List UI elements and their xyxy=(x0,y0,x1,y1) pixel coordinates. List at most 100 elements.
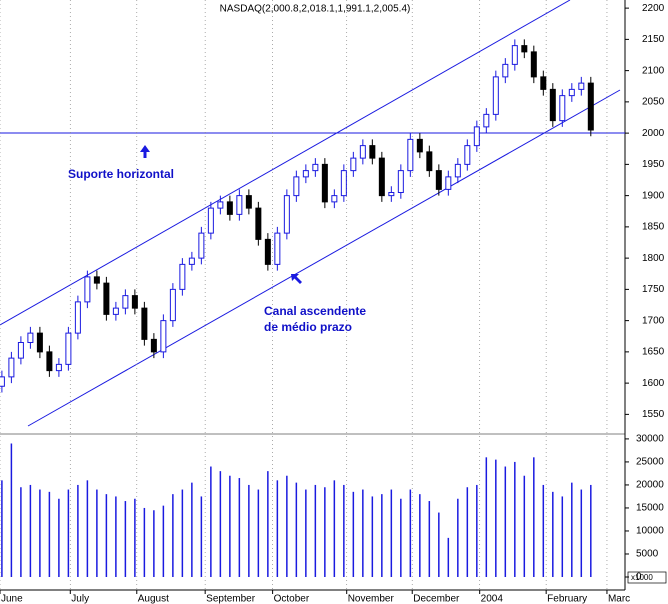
candle-body xyxy=(407,138,414,172)
candle-body xyxy=(388,192,395,197)
y-tick-label: 2150 xyxy=(642,34,665,45)
y-tick-label: 20000 xyxy=(636,480,664,491)
y-tick-label: 1900 xyxy=(642,190,665,201)
candle-body xyxy=(150,338,157,353)
candle-body xyxy=(112,307,119,315)
candle-body xyxy=(27,332,34,343)
y-tick-label: 5000 xyxy=(636,549,659,560)
candle-body xyxy=(359,145,366,159)
x-tick-label: September xyxy=(206,594,256,604)
candle-body xyxy=(65,332,72,365)
candle-body xyxy=(397,170,404,193)
candle-body xyxy=(454,163,461,178)
candle-body xyxy=(350,157,357,172)
candle-body xyxy=(0,376,5,387)
candle-body xyxy=(549,88,556,122)
candle-body xyxy=(169,288,176,322)
candle-body xyxy=(283,195,290,234)
x-tick-label: June xyxy=(1,594,23,604)
candle-body xyxy=(502,63,509,78)
candle-body xyxy=(207,207,214,234)
candle-body xyxy=(293,176,300,197)
arrow-diag xyxy=(291,274,302,284)
candle-body xyxy=(74,301,81,334)
candle-body xyxy=(416,138,423,153)
candle-body xyxy=(131,295,138,309)
y-tick-label: 2050 xyxy=(642,97,665,108)
candle-body xyxy=(93,276,100,284)
candle-body xyxy=(511,45,518,65)
y-tick-label: 15000 xyxy=(636,503,664,514)
y-tick-label: 30000 xyxy=(636,434,664,445)
candle-body xyxy=(236,195,243,215)
y-tick-label: 1550 xyxy=(642,409,665,420)
candle-body xyxy=(36,332,43,353)
y-tick-label: 1700 xyxy=(642,315,665,326)
y-tick-label: 1850 xyxy=(642,222,665,233)
candle-body xyxy=(141,307,148,340)
candle-body xyxy=(321,163,328,203)
candle-body xyxy=(473,126,480,147)
y-tick-label: 10000 xyxy=(636,526,664,537)
y-tick-label: 1600 xyxy=(642,378,665,389)
x-tick-label: August xyxy=(138,594,169,604)
candle-body xyxy=(264,238,271,265)
y-tick-label: 1800 xyxy=(642,253,665,264)
annotation: Suporte horizontal xyxy=(68,167,174,181)
y-tick-label: 0 xyxy=(636,572,642,583)
candle-body xyxy=(378,157,385,197)
candle-body xyxy=(312,163,319,172)
candle-body xyxy=(84,276,91,303)
candle-body xyxy=(568,88,575,97)
candle-body xyxy=(122,295,129,309)
x-tick-label: December xyxy=(413,594,460,604)
channel-lower xyxy=(27,89,621,427)
channel-upper xyxy=(0,0,571,326)
candle-body xyxy=(55,363,62,372)
candle-body xyxy=(559,95,566,122)
candle-body xyxy=(587,82,594,131)
candle-body xyxy=(179,263,186,290)
x-tick-label: November xyxy=(348,594,395,604)
candle-body xyxy=(226,201,233,215)
candle-body xyxy=(302,170,309,178)
candle-body xyxy=(492,76,499,115)
candle-body xyxy=(198,232,205,259)
candle-body xyxy=(521,45,528,53)
x-tick-label: October xyxy=(274,594,310,604)
y-tick-label: 25000 xyxy=(636,457,664,468)
y-tick-label: 2200 xyxy=(642,3,665,14)
chart-title: NASDAQ(2,000.8,2,018.1,1,991.1,2,005.4) xyxy=(220,4,411,15)
candle-body xyxy=(217,201,224,209)
candle-body xyxy=(540,76,547,90)
candle-body xyxy=(245,195,252,209)
candle-body xyxy=(426,151,433,172)
annotation: Canal ascendente xyxy=(264,304,366,318)
unit-label: x1000 xyxy=(631,573,653,582)
y-tick-label: 1750 xyxy=(642,284,665,295)
candle-body xyxy=(578,82,585,90)
candle-body xyxy=(445,176,452,190)
candle-body xyxy=(188,257,195,265)
x-tick-label: July xyxy=(71,594,89,604)
x-tick-label: 2004 xyxy=(481,594,504,604)
candle-body xyxy=(160,320,167,353)
candle-body xyxy=(8,357,15,378)
candle-body xyxy=(103,282,110,315)
candle-body xyxy=(274,232,281,265)
candle-body xyxy=(331,195,338,203)
y-tick-label: 2100 xyxy=(642,65,665,76)
y-tick-label: 1950 xyxy=(642,159,665,170)
candle-body xyxy=(530,51,537,78)
arrow-up xyxy=(140,145,150,158)
candle-body xyxy=(464,145,471,165)
y-tick-label: 2000 xyxy=(642,128,665,139)
y-tick-label: 1650 xyxy=(642,347,665,358)
candle-body xyxy=(17,342,24,359)
candle-body xyxy=(340,170,347,197)
candle-body xyxy=(369,145,376,159)
annotation: de médio prazo xyxy=(264,320,352,334)
candle-body xyxy=(255,207,262,240)
x-tick-label: Marc xyxy=(608,594,630,604)
